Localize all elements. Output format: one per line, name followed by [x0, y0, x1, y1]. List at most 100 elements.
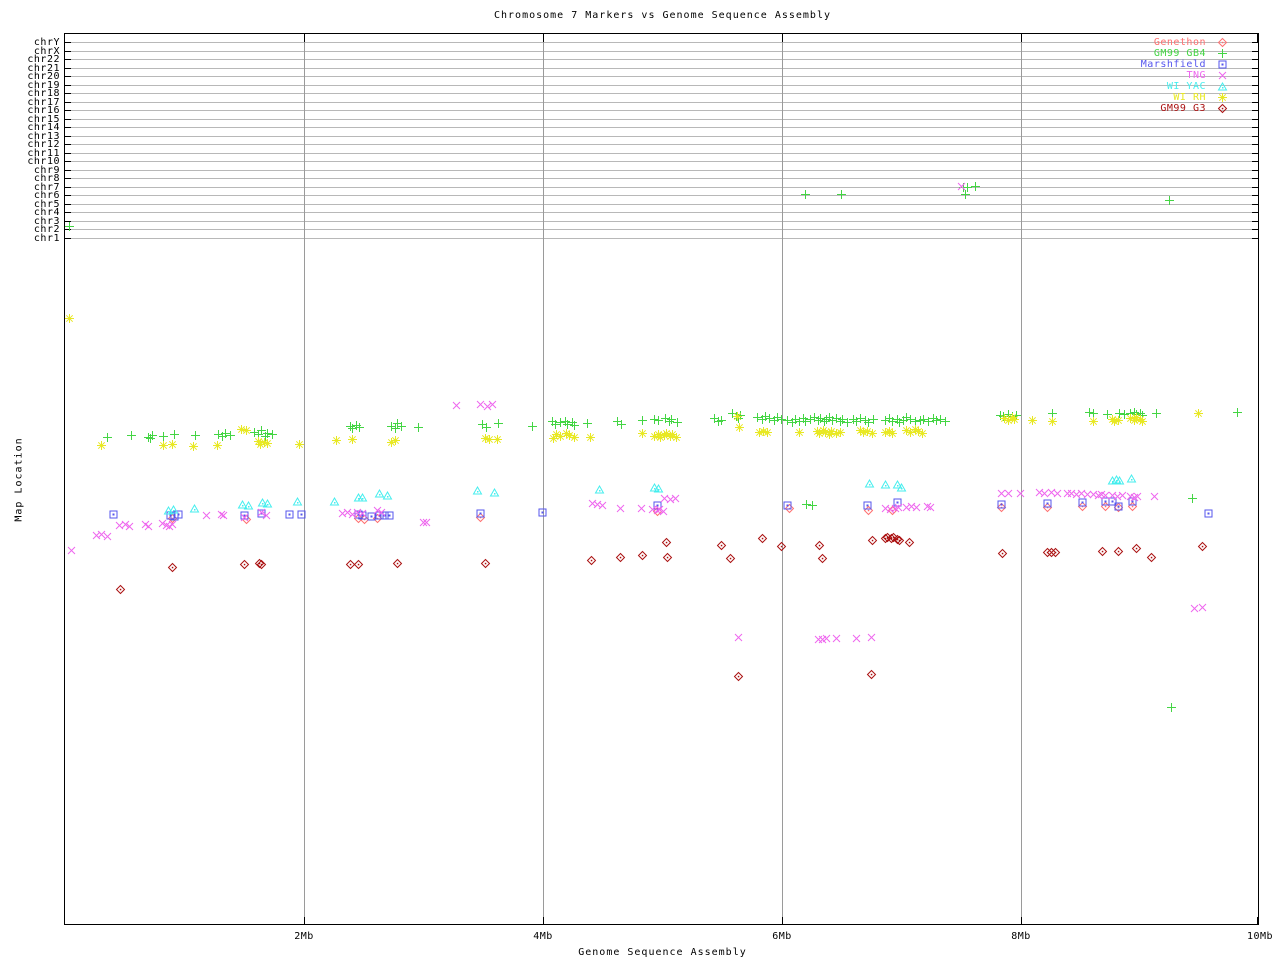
data-point-wi-rh — [236, 424, 247, 435]
y-tick-label: chr5 — [33, 199, 60, 210]
data-point-gm99-gb4 — [760, 411, 771, 422]
data-point-wi-rh — [548, 433, 559, 444]
data-point-gm99-g3 — [814, 540, 825, 551]
data-point-wi-yac — [168, 504, 179, 515]
data-point-gm99-gb4 — [213, 429, 224, 440]
data-point-gm99-gb4 — [664, 416, 675, 427]
data-point-gm99-gb4 — [910, 416, 921, 427]
data-point-gm99-gb4 — [267, 429, 278, 440]
data-point-gm99-g3 — [894, 535, 905, 546]
data-point-gm99-gb4 — [396, 421, 407, 432]
data-point-gm99-g3 — [345, 559, 356, 570]
data-point-wi-rh — [1131, 412, 1142, 423]
data-point-tng — [1034, 487, 1045, 498]
data-point-wi-rh — [814, 428, 825, 439]
data-point-tng — [1189, 603, 1200, 614]
data-point-wi-rh — [905, 427, 916, 438]
data-point-wi-rh — [831, 428, 842, 439]
data-point-wi-rh — [262, 438, 273, 449]
data-point-wi-rh — [585, 432, 596, 443]
chromosome-gridline — [66, 195, 1258, 196]
data-point-wi-rh — [671, 432, 682, 443]
data-point-marshfield — [296, 509, 307, 520]
chromosome-gridline — [66, 212, 1258, 213]
chromosome-gridline — [66, 59, 1258, 60]
data-point-gm99-gb4 — [1088, 408, 1099, 419]
data-point-gm99-g3 — [167, 562, 178, 573]
data-point-wi-rh — [255, 439, 266, 450]
data-point-gm99-g3 — [256, 559, 267, 570]
data-point-wi-rh — [754, 427, 765, 438]
y-tick-label: chr14 — [27, 122, 60, 133]
data-point-gm99-gb4 — [935, 414, 946, 425]
data-point-gm99-gb4 — [653, 415, 664, 426]
data-point-tng — [1197, 602, 1208, 613]
x-tick-bottom — [304, 917, 305, 925]
data-point-tng — [851, 633, 862, 644]
x-tick-bottom — [1257, 917, 1258, 925]
data-point-marshfield — [475, 508, 486, 519]
data-point-gm99-g3 — [725, 553, 736, 564]
data-point-wi-rh — [732, 411, 743, 422]
data-point-gm99-gb4 — [102, 432, 113, 443]
y-tick-right — [1252, 204, 1258, 205]
data-point-wi-rh — [917, 428, 928, 439]
chromosome-gridline — [66, 221, 1258, 222]
data-point-gm99-g3 — [1131, 543, 1142, 554]
y-tick-right — [1252, 187, 1258, 188]
y-tick-label: chr12 — [27, 139, 60, 150]
data-point-gm99-g3 — [637, 550, 648, 561]
data-point-tng — [216, 509, 227, 520]
data-point-gm99-gb4 — [158, 431, 169, 442]
legend-marker-star-icon — [1217, 92, 1228, 103]
data-point-tng — [167, 519, 178, 530]
data-point-gm99-gb4 — [481, 422, 492, 433]
data-point-tng — [157, 518, 168, 529]
data-point-wi-rh — [862, 426, 873, 437]
data-point-gm99-gb4 — [805, 414, 816, 425]
data-point-gm99-gb4 — [582, 418, 593, 429]
data-point-gm99-gb4 — [225, 430, 236, 441]
data-point-marshfield — [652, 500, 663, 511]
data-point-gm99-g3 — [480, 558, 491, 569]
data-point-gm99-gb4 — [413, 422, 424, 433]
y-tick-left — [65, 144, 71, 145]
plot-area — [64, 33, 1259, 925]
legend-label-tng: TNG — [1186, 70, 1206, 81]
data-point-tng — [733, 632, 744, 643]
data-point-tng — [337, 508, 348, 519]
data-point-wi-rh — [386, 437, 397, 448]
data-point-gm99-g3 — [904, 537, 915, 548]
data-point-wi-yac — [243, 500, 254, 511]
data-point-wi-yac — [896, 482, 907, 493]
y-tick-label: chr13 — [27, 131, 60, 142]
data-point-tng — [1117, 490, 1128, 501]
data-point-tng — [654, 504, 665, 515]
chromosome-gridline — [66, 161, 1258, 162]
x-tick-top — [782, 34, 783, 42]
data-point-wi-rh — [561, 428, 572, 439]
data-point-gm99-gb4 — [923, 416, 934, 427]
data-point-wi-rh — [655, 432, 666, 443]
data-point-genethon — [475, 512, 486, 523]
y-tick-label: chr3 — [33, 216, 60, 227]
data-point-wi-rh — [901, 425, 912, 436]
y-tick-right — [1252, 93, 1258, 94]
data-point-gm99-gb4 — [666, 414, 677, 425]
data-point-wi-rh — [855, 425, 866, 436]
chromosome-gridline — [66, 136, 1258, 137]
legend-marker-plus-icon — [1217, 48, 1228, 59]
x-tick-label: 4Mb — [533, 931, 553, 942]
data-point-gm99-gb4 — [887, 416, 898, 427]
data-point-wi-rh — [390, 435, 401, 446]
data-point-tng — [487, 399, 498, 410]
data-point-tng — [120, 519, 131, 530]
data-point-gm99-gb4 — [1102, 409, 1113, 420]
y-tick-left — [65, 93, 71, 94]
data-point-gm99-gb4 — [1166, 702, 1177, 713]
y-tick-label: chr15 — [27, 114, 60, 125]
data-point-marshfield — [996, 499, 1007, 510]
data-point-tng — [901, 502, 912, 513]
data-point-gm99-gb4 — [868, 414, 879, 425]
